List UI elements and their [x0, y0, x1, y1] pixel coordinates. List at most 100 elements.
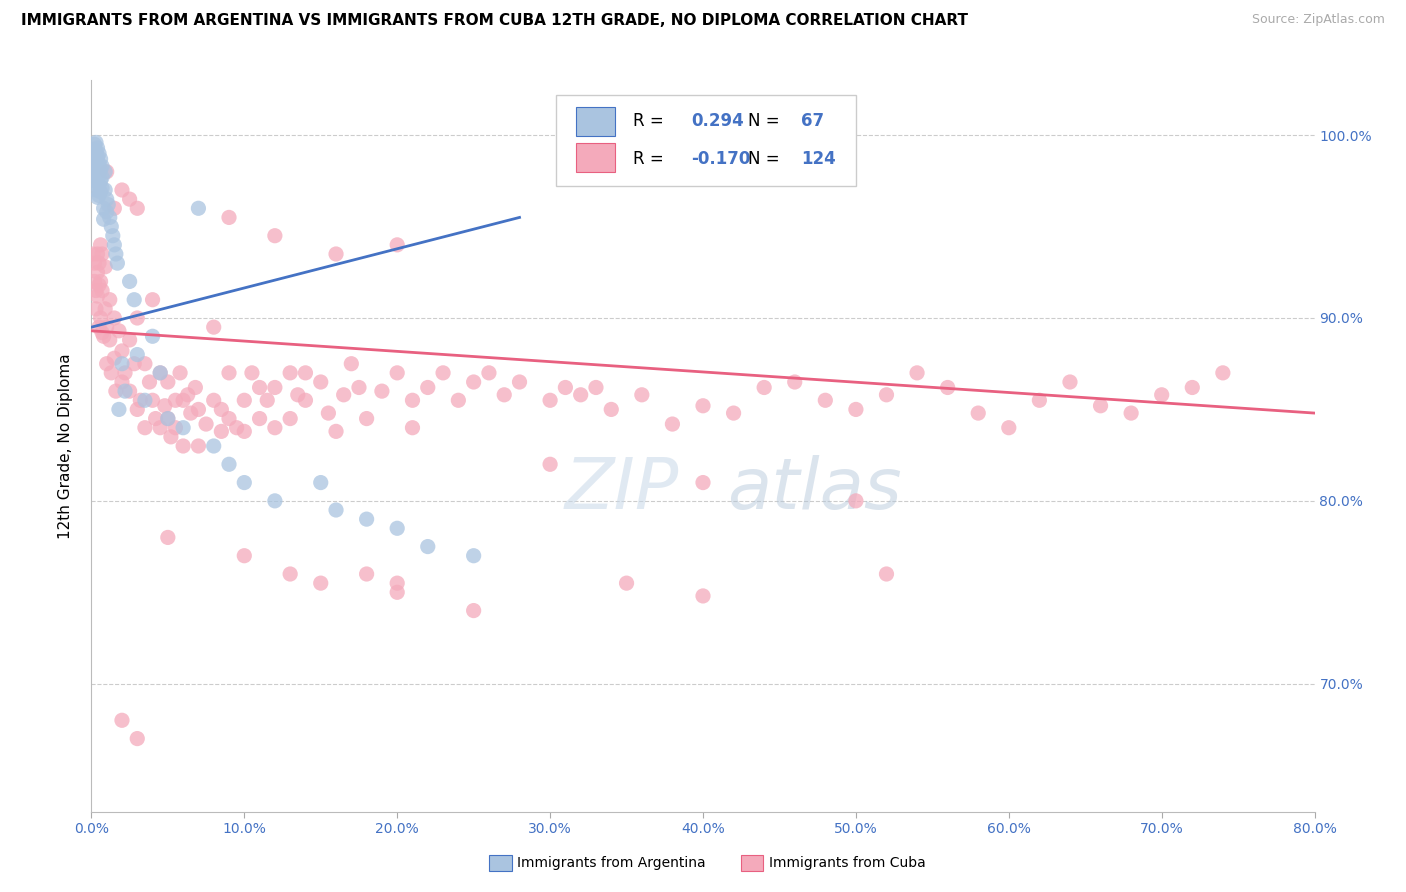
Point: [538, 393, 561, 408]
Point: [998, 420, 1021, 434]
Point: [936, 380, 959, 394]
Point: [108, 402, 131, 417]
Point: [83, 143, 105, 157]
Point: [87, 256, 110, 270]
Point: [91, 284, 114, 298]
Point: [905, 366, 928, 380]
Point: [172, 420, 194, 434]
Point: [600, 402, 623, 417]
Point: [585, 380, 607, 394]
Point: [325, 503, 347, 517]
Point: [134, 420, 156, 434]
Point: [169, 366, 191, 380]
Point: [218, 411, 240, 425]
Point: [347, 380, 370, 394]
Point: [875, 388, 898, 402]
Point: [122, 293, 145, 307]
Point: [447, 393, 470, 408]
Point: [86, 179, 108, 194]
Point: [103, 351, 125, 366]
Point: [187, 439, 209, 453]
Point: [84, 164, 107, 178]
Text: R =: R =: [633, 150, 669, 168]
Point: [233, 393, 256, 408]
Point: [87, 146, 110, 161]
Point: [127, 347, 149, 362]
Point: [340, 357, 363, 371]
Point: [845, 493, 868, 508]
Point: [202, 439, 225, 453]
Point: [278, 567, 301, 582]
Point: [754, 380, 776, 394]
Point: [98, 293, 121, 307]
Point: [84, 153, 107, 168]
Point: [86, 190, 108, 204]
Point: [1212, 366, 1234, 380]
Point: [122, 357, 145, 371]
Point: [1059, 375, 1081, 389]
Point: [94, 260, 117, 274]
FancyBboxPatch shape: [576, 107, 614, 136]
Point: [111, 375, 134, 389]
Text: IMMIGRANTS FROM ARGENTINA VS IMMIGRANTS FROM CUBA 12TH GRADE, NO DIPLOMA CORRELA: IMMIGRANTS FROM ARGENTINA VS IMMIGRANTS …: [21, 13, 969, 29]
Point: [98, 211, 121, 225]
Point: [91, 247, 114, 261]
Point: [160, 430, 183, 444]
Point: [233, 425, 256, 439]
Point: [96, 320, 118, 334]
Point: [692, 475, 714, 490]
Point: [1121, 406, 1143, 420]
Point: [118, 333, 141, 347]
Point: [692, 399, 714, 413]
Point: [209, 425, 232, 439]
Point: [118, 192, 141, 206]
Point: [202, 393, 225, 408]
Text: R =: R =: [633, 112, 669, 129]
Point: [249, 380, 271, 394]
Point: [233, 549, 256, 563]
Point: [98, 333, 121, 347]
Point: [86, 247, 108, 261]
Point: [218, 211, 240, 225]
Point: [149, 420, 172, 434]
Point: [93, 329, 115, 343]
FancyBboxPatch shape: [576, 144, 614, 172]
Point: [141, 329, 163, 343]
Point: [264, 380, 287, 394]
Point: [141, 293, 163, 307]
Point: [127, 402, 149, 417]
Point: [325, 425, 347, 439]
Point: [385, 238, 409, 252]
Point: [209, 402, 232, 417]
Point: [100, 366, 122, 380]
Point: [156, 375, 179, 389]
Point: [90, 274, 112, 288]
Point: [104, 384, 127, 398]
Text: Immigrants from Argentina: Immigrants from Argentina: [517, 856, 706, 871]
Point: [84, 145, 107, 159]
Point: [86, 159, 108, 173]
Point: [967, 406, 990, 420]
Point: [1090, 399, 1112, 413]
Point: [103, 310, 125, 325]
Point: [187, 201, 209, 215]
Point: [94, 164, 117, 178]
Point: [82, 247, 104, 261]
Point: [156, 411, 179, 425]
Point: [294, 366, 316, 380]
Text: 0.294: 0.294: [690, 112, 744, 129]
Point: [141, 393, 163, 408]
Point: [463, 549, 485, 563]
Point: [165, 393, 187, 408]
Point: [692, 589, 714, 603]
Point: [202, 320, 225, 334]
Point: [87, 320, 110, 334]
Point: [463, 375, 485, 389]
Point: [195, 417, 218, 431]
Point: [96, 205, 118, 219]
Point: [172, 439, 194, 453]
Point: [172, 393, 194, 408]
Point: [153, 399, 176, 413]
Point: [96, 192, 118, 206]
Point: [177, 388, 200, 402]
